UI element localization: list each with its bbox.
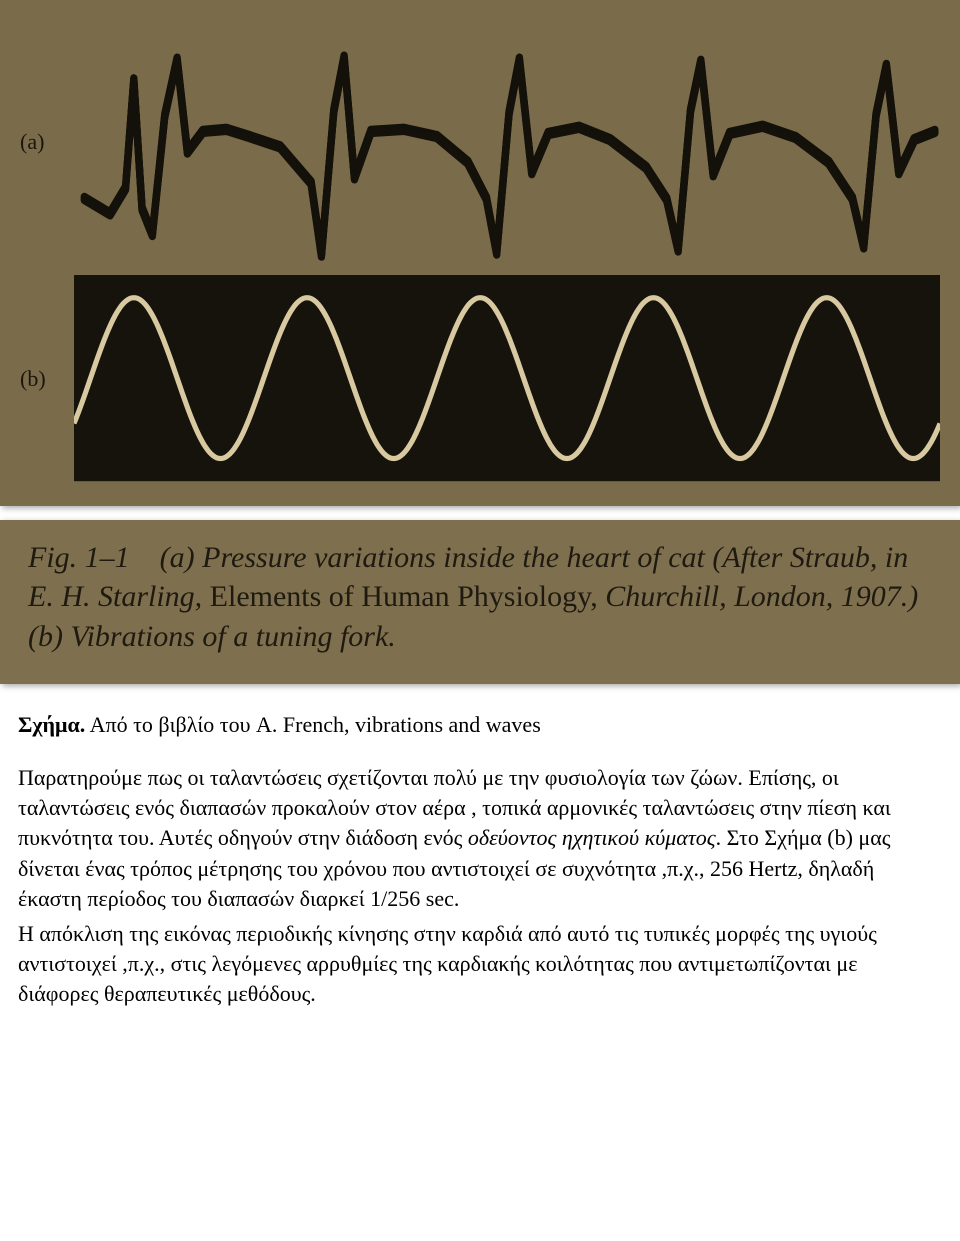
waveform-b-box [74, 275, 940, 481]
greek-heading-bold: Σχήμα. [18, 712, 85, 737]
caption-part-b: (b) Vibrations of a tuning fork. [28, 620, 396, 653]
greek-heading: Σχήμα. Από το βιβλίο του A. French, vibr… [18, 710, 942, 740]
figure-label-b: (b) [20, 366, 60, 392]
greek-paragraph-1: Παρατηρούμε πως οι ταλαντώσεις σχετίζοντ… [18, 763, 942, 915]
figure-label-a: (a) [20, 129, 60, 155]
figure-scan-panel: (a) (b) [0, 0, 960, 506]
caption-source-pub: Churchill, London, 1907.) [605, 580, 918, 613]
caption-part-a: (a) Pressure variations inside the heart… [160, 541, 705, 574]
figure-number: Fig. 1–1 [28, 541, 130, 574]
figure-caption-text: Fig. 1–1 (a) Pressure variations inside … [28, 538, 932, 657]
greek-p1-italic: οδεύοντος ηχητικού κύματος [468, 825, 716, 850]
greek-text-block: Σχήμα. Από το βιβλίο του A. French, vibr… [0, 710, 960, 1039]
waveform-row-a: (a) [20, 18, 940, 265]
waveform-row-b: (b) [20, 275, 940, 481]
caption-source-title: Elements of Human Physiology, [210, 580, 598, 613]
heart-pressure-waveform [74, 18, 940, 265]
waveform-a-box [74, 18, 940, 265]
figure-caption-panel: Fig. 1–1 (a) Pressure variations inside … [0, 520, 960, 685]
greek-paragraph-2: Η απόκλιση της εικόνας περιοδικής κίνηση… [18, 919, 942, 1010]
greek-heading-rest: Από το βιβλίο του A. French, vibrations … [85, 712, 540, 737]
tuning-fork-waveform [74, 275, 940, 481]
